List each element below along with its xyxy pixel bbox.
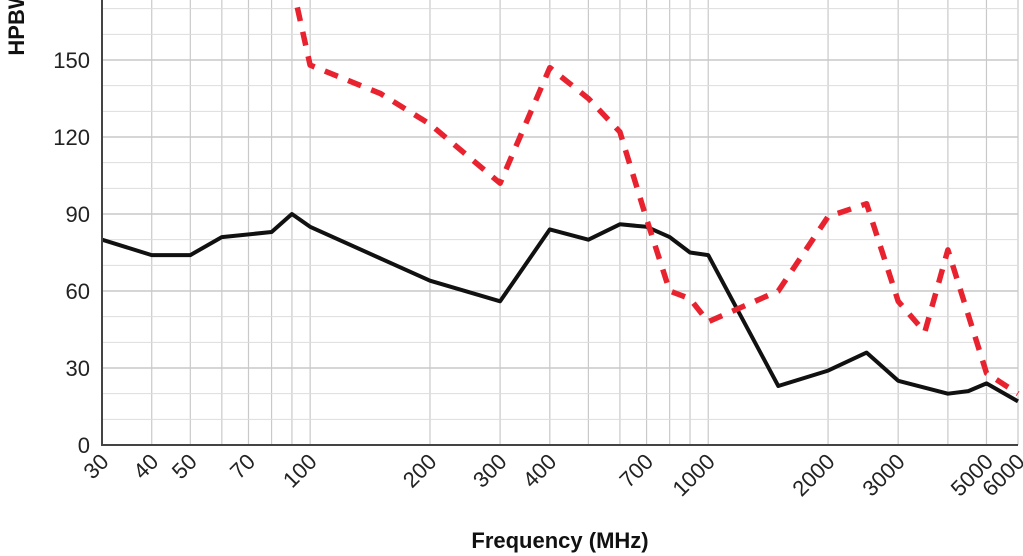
x-tick-label: 40 <box>128 449 163 484</box>
x-tick-label: 200 <box>398 449 442 493</box>
y-tick-label: 60 <box>66 279 90 304</box>
y-tick-label: 90 <box>66 202 90 227</box>
x-tick-label: 700 <box>614 449 658 493</box>
major-grid <box>102 59 1018 369</box>
solid-series-line <box>102 212 1019 404</box>
x-tick-label: 2000 <box>787 449 839 501</box>
y-tick-label: 120 <box>53 125 90 150</box>
y-axis-title: HPBW <box>4 0 29 56</box>
x-tick-label: 3000 <box>857 449 909 501</box>
y-tick-label: 30 <box>66 356 90 381</box>
x-tick-label: 70 <box>225 449 260 484</box>
minor-grid <box>101 0 1019 445</box>
y-tick-label: 0 <box>78 433 90 458</box>
y-tick-labels: 0 30 60 90 120 150 <box>53 48 90 458</box>
x-tick-label: 300 <box>468 449 512 493</box>
dashed-series-line <box>292 0 1020 397</box>
series-layer <box>102 0 1020 404</box>
x-tick-label: 100 <box>278 449 322 493</box>
axes-layer <box>101 0 1018 446</box>
x-axis-title: Frequency (MHz) <box>471 528 648 553</box>
x-tick-labels: 30 40 50 70 100 200 300 400 700 1000 2000 3000 50006… <box>79 449 1023 501</box>
x-tick-label: 50 <box>167 449 202 484</box>
x-tick-label: 400 <box>518 449 562 493</box>
y-tick-label: 150 <box>53 48 90 73</box>
x-tick-label: 1000 <box>667 449 719 501</box>
